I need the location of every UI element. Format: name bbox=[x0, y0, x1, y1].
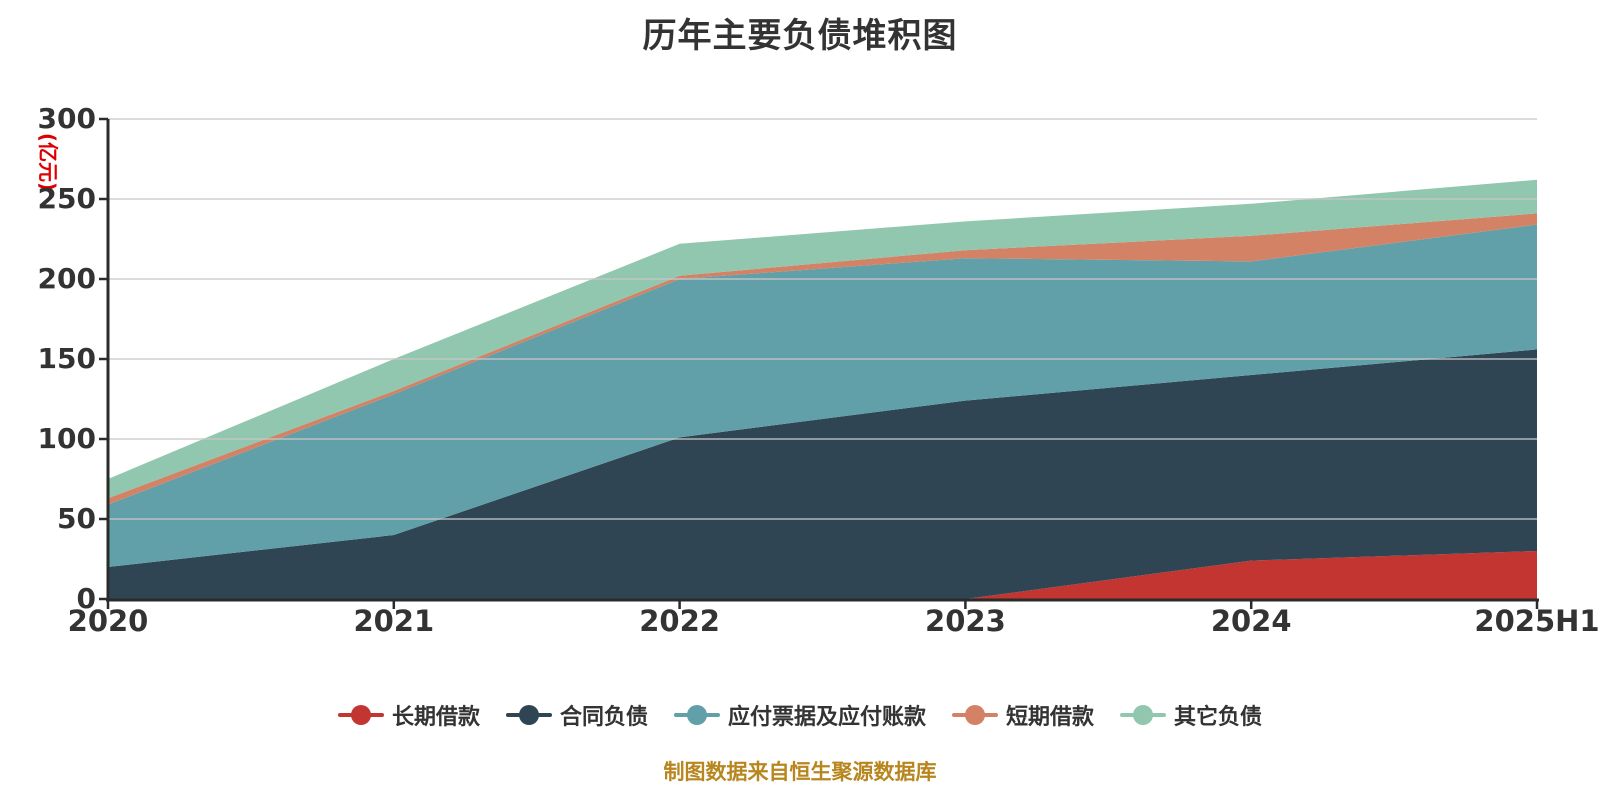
legend-marker-circle bbox=[518, 705, 539, 725]
y-tick-label-250: 250 bbox=[37, 182, 96, 215]
area-series-3[interactable] bbox=[108, 213, 1537, 505]
y-tick-label-300: 300 bbox=[37, 102, 96, 135]
legend-marker-circle bbox=[965, 705, 985, 725]
y-tick-label-150: 150 bbox=[37, 342, 96, 375]
data-source-note: 制图数据来自恒生聚源数据库 bbox=[663, 760, 937, 784]
legend-item-2[interactable]: 应付票据及应付账款 bbox=[673, 699, 926, 731]
area-series-4[interactable] bbox=[108, 179, 1537, 499]
x-tick-label-2021: 2021 bbox=[353, 604, 435, 638]
y-tick-label-100: 100 bbox=[37, 422, 96, 455]
x-tick-label-2020: 2020 bbox=[67, 604, 149, 638]
x-tick-label-2024: 2024 bbox=[1210, 604, 1292, 638]
legend-item-1[interactable]: 合同负债 bbox=[505, 699, 648, 731]
area-series-1[interactable] bbox=[108, 349, 1537, 599]
chart-legend: 长期借款 合同负债 应付票据及应付账款 短期借款 其它负债 bbox=[0, 699, 1600, 731]
legend-series-marker-icon bbox=[337, 704, 384, 726]
x-tick-label-2025H1: 2025H1 bbox=[1474, 604, 1600, 638]
legend-series-marker-icon bbox=[505, 704, 552, 726]
legend-series-marker-icon bbox=[952, 704, 998, 726]
legend-label: 合同负债 bbox=[559, 705, 648, 730]
y-tick-label-50: 50 bbox=[57, 502, 96, 535]
legend-item-3[interactable]: 短期借款 bbox=[952, 699, 1094, 731]
chart-title: 历年主要负债堆积图 bbox=[642, 16, 958, 56]
area-series-0[interactable] bbox=[108, 551, 1537, 599]
legend-marker-circle bbox=[350, 705, 371, 725]
legend-item-0[interactable]: 长期借款 bbox=[337, 699, 480, 731]
legend-series-marker-icon bbox=[673, 704, 720, 726]
area-series-2[interactable] bbox=[108, 224, 1537, 567]
legend-item-4[interactable]: 其它负债 bbox=[1120, 699, 1262, 731]
legend-label: 应付票据及应付账款 bbox=[727, 705, 926, 730]
x-tick-label-2022: 2022 bbox=[639, 604, 720, 638]
legend-series-marker-icon bbox=[1120, 704, 1167, 726]
legend-label: 短期借款 bbox=[1006, 705, 1095, 730]
legend-marker-circle bbox=[686, 705, 707, 725]
y-tick-label-0: 0 bbox=[76, 582, 96, 615]
legend-label: 其它负债 bbox=[1174, 705, 1263, 730]
y-tick-label-200: 200 bbox=[37, 262, 96, 295]
x-tick-label-2023: 2023 bbox=[925, 604, 1006, 638]
legend-label: 长期借款 bbox=[391, 705, 480, 730]
legend-marker-circle bbox=[1133, 705, 1154, 725]
